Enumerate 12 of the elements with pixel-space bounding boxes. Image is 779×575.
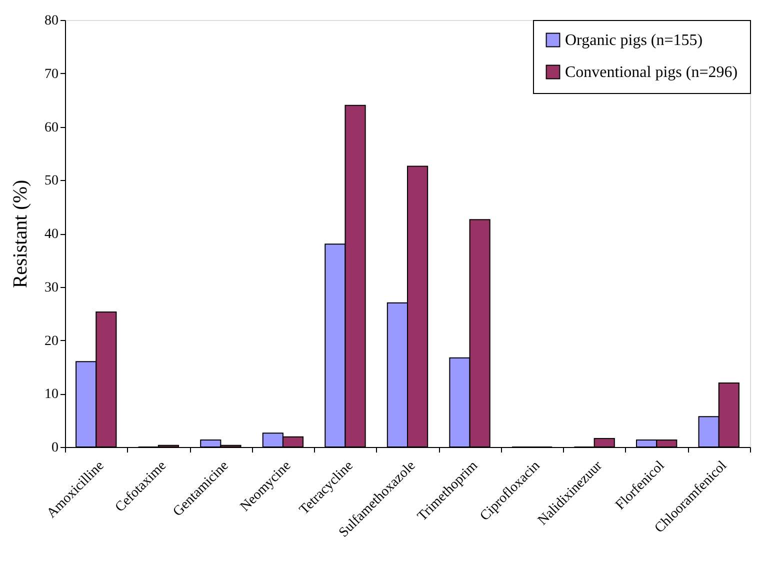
- y-tick-label: 40: [44, 227, 58, 242]
- y-tick-label: 50: [44, 174, 58, 189]
- legend-label: Conventional pigs (n=296): [565, 64, 738, 81]
- y-tick-label: 10: [44, 387, 58, 402]
- y-tick-label: 80: [44, 14, 58, 28]
- legend-label: Organic pigs (n=155): [565, 32, 703, 49]
- y-tick-label: 70: [44, 66, 58, 82]
- y-tick-label: 20: [44, 334, 58, 349]
- y-tick-label: 30: [44, 280, 58, 296]
- y-tick-label: 0: [52, 440, 58, 456]
- y-tick-label: 60: [44, 120, 58, 136]
- y-axis-title: Resistant (%): [10, 180, 32, 288]
